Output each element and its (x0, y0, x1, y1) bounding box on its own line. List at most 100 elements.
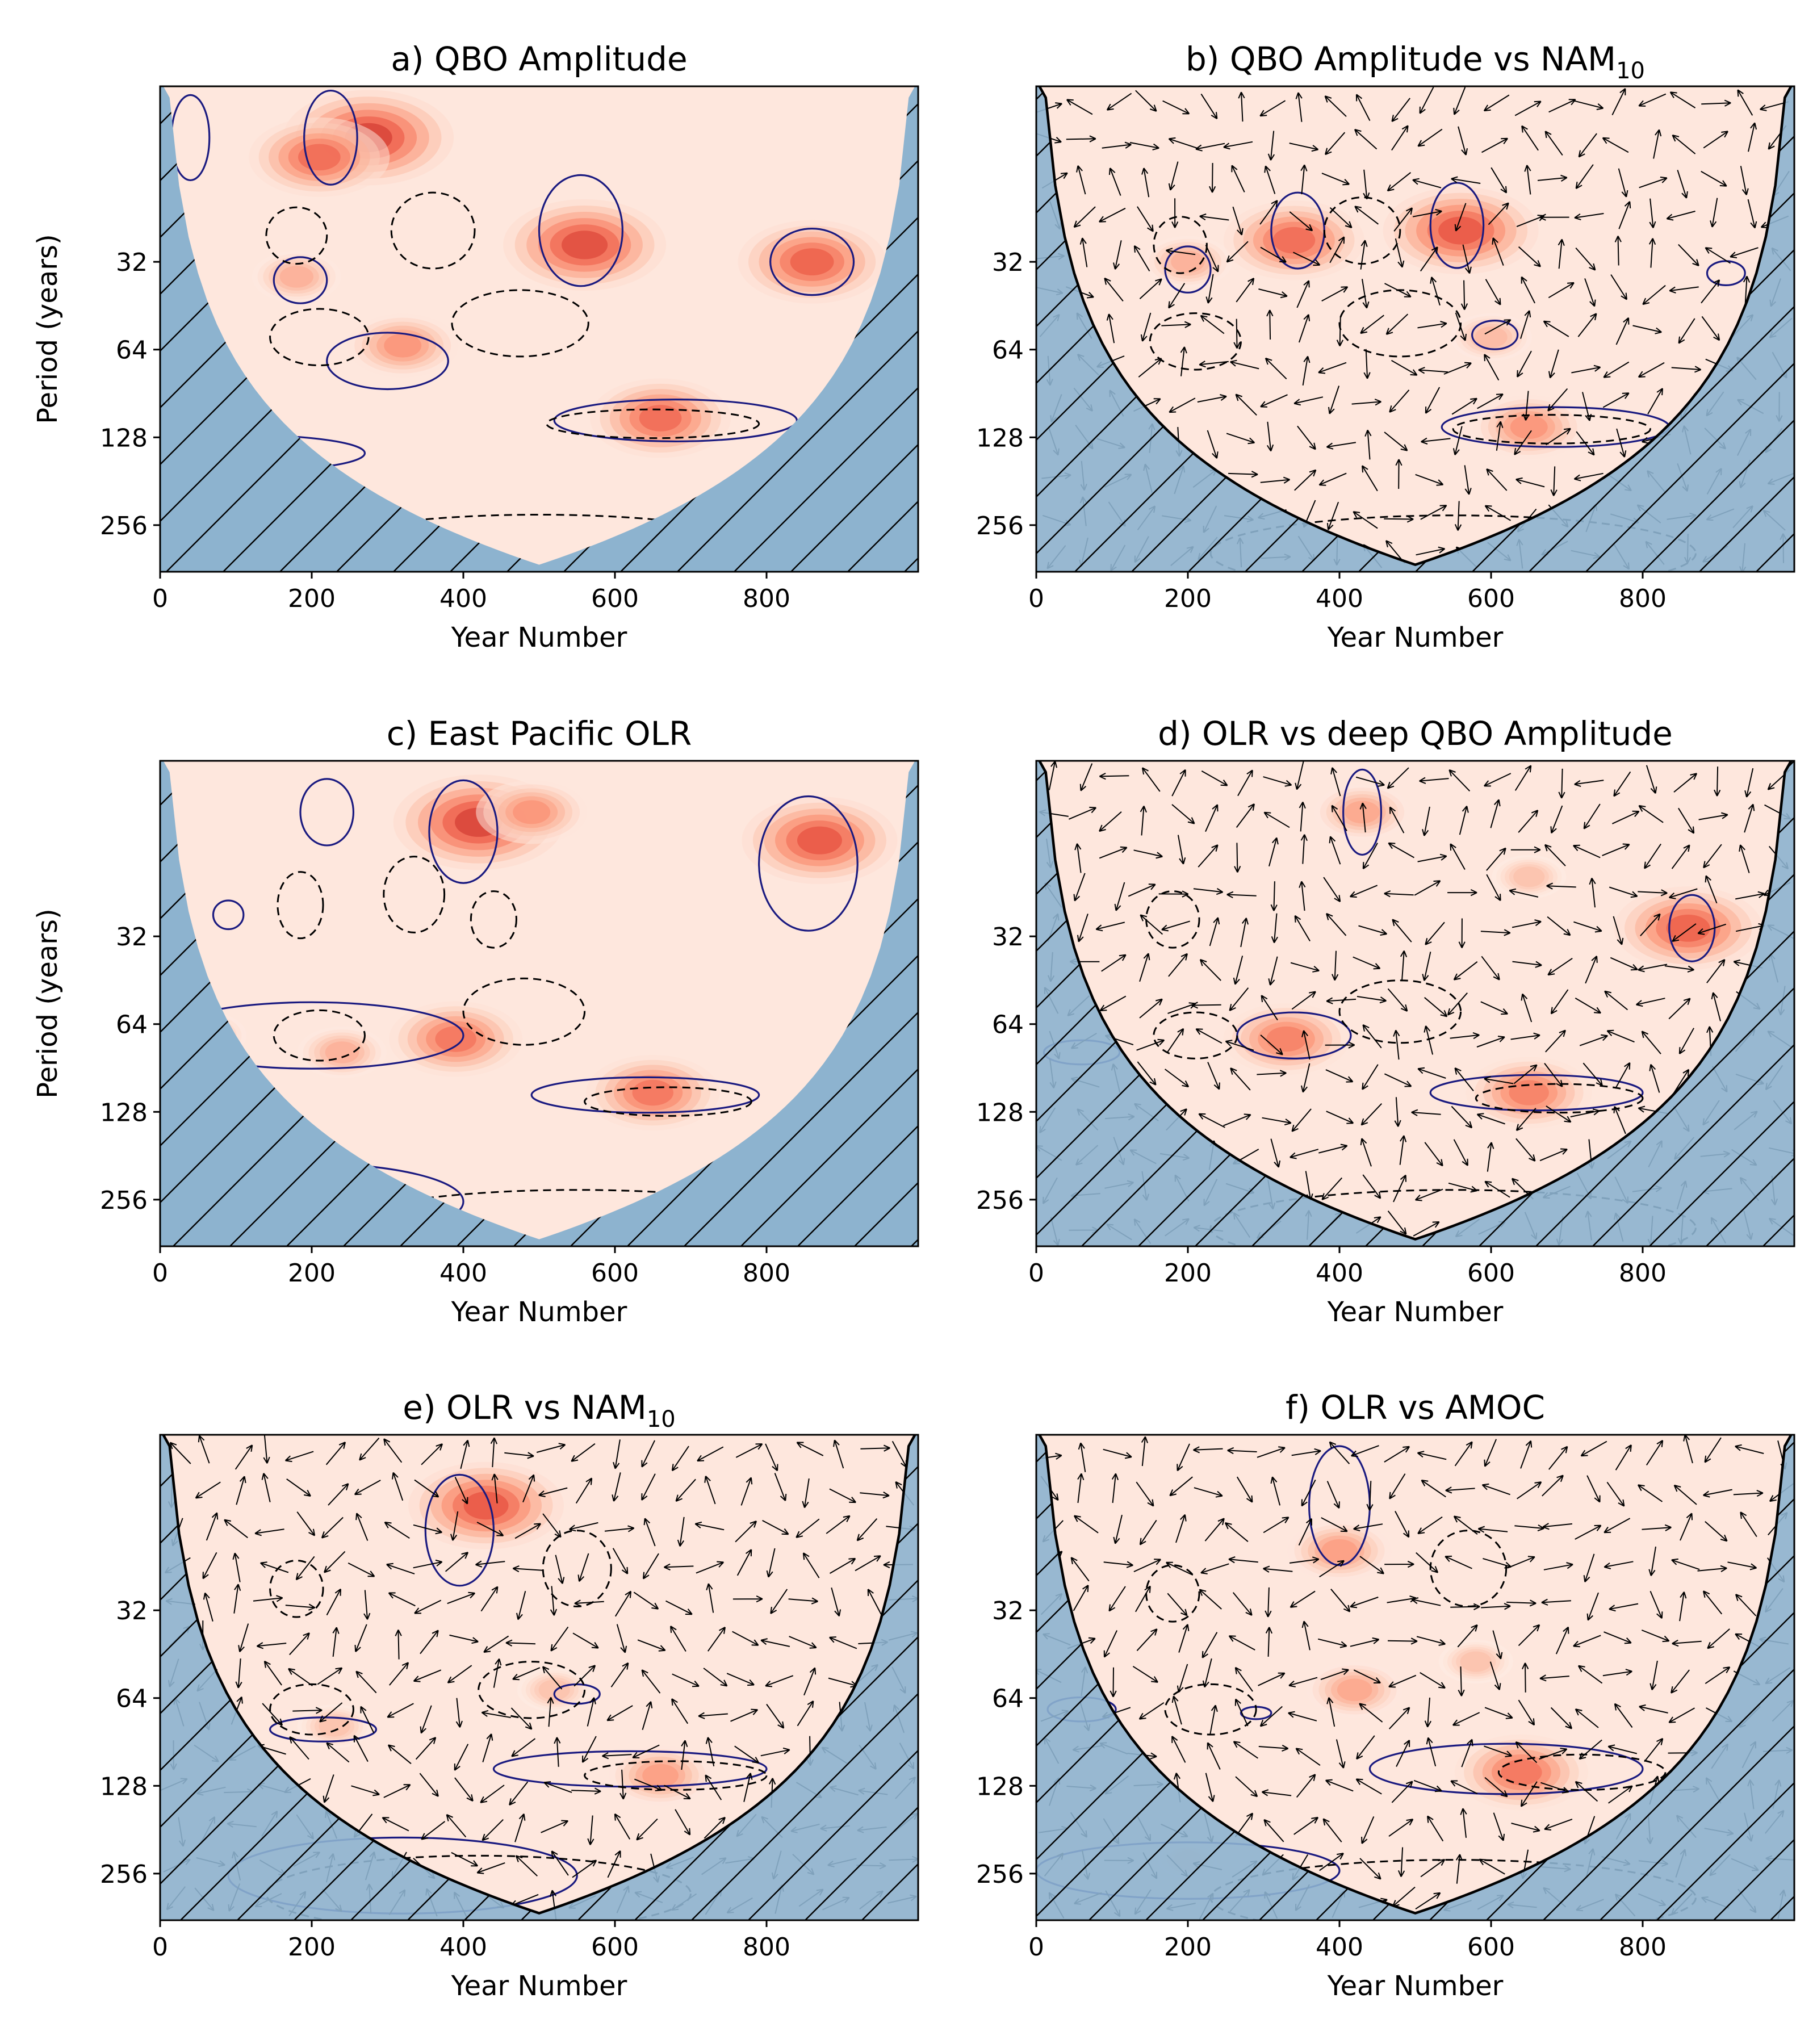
phase-arrow (641, 1669, 661, 1694)
phase-arrow (1259, 1706, 1283, 1727)
phase-arrow (1240, 918, 1249, 948)
dashed-contour (546, 408, 760, 439)
phase-arrow (1263, 1517, 1290, 1534)
phase-arrow (1387, 1211, 1407, 1235)
phase-arrow (1541, 1598, 1571, 1606)
phase-arrow (514, 1813, 526, 1842)
significance-contour (299, 778, 355, 847)
phase-arrow (1580, 1440, 1607, 1457)
phase-arrow (1266, 309, 1274, 340)
phase-arrow (1575, 1708, 1599, 1728)
phase-arrow (1673, 1484, 1697, 1505)
phase-arrow (1099, 995, 1127, 1011)
phase-arrow (1236, 278, 1255, 303)
phase-arrow (1321, 286, 1349, 301)
significance-contour (303, 89, 358, 186)
phase-arrow (1291, 1448, 1321, 1456)
phase-arrow (1136, 1038, 1165, 1051)
phase-arrow (1649, 198, 1656, 228)
dashed-contour (451, 289, 589, 358)
phase-arrow (1208, 162, 1216, 193)
phase-arrow (1678, 807, 1695, 834)
phase-arrow (704, 1475, 716, 1505)
phase-arrow (1524, 165, 1531, 195)
phase-arrow (1522, 391, 1530, 421)
phase-arrow (256, 1642, 287, 1649)
phase-arrow (571, 1787, 601, 1795)
phase-arrow (1200, 93, 1218, 119)
phase-arrow (1548, 349, 1559, 379)
phase-arrow (1416, 546, 1446, 556)
phase-arrow (1425, 387, 1441, 414)
phase-arrow (1354, 206, 1379, 225)
phase-arrow (1666, 211, 1695, 221)
phase-arrow (642, 1701, 653, 1730)
phase-arrow (740, 1477, 753, 1506)
phase-arrow (1671, 366, 1702, 373)
phase-arrow (1422, 806, 1430, 836)
phase-arrow (1288, 1677, 1318, 1687)
phase-arrow (1604, 1631, 1632, 1644)
phase-arrow (1209, 917, 1220, 946)
phase-arrow (1193, 888, 1224, 895)
phase-arrow (1079, 237, 1088, 267)
phase-arrow (1298, 314, 1311, 343)
power-hotspot (1475, 326, 1508, 348)
phase-arrow (475, 1560, 505, 1568)
phase-arrow (1265, 1587, 1272, 1618)
phase-arrow (1113, 1514, 1123, 1544)
dashed-contour (269, 1683, 354, 1736)
phase-arrow (1353, 956, 1381, 970)
phase-arrow (1329, 1441, 1350, 1464)
phase-arrow (1362, 843, 1378, 870)
phase-arrow (1361, 1816, 1375, 1844)
phase-arrow (1705, 1666, 1731, 1685)
phase-arrow (1324, 95, 1347, 117)
phase-arrow (1349, 885, 1378, 898)
dashed-contour (1164, 1683, 1257, 1736)
y-tick-label: 128 (100, 1098, 148, 1127)
phase-arrow (1637, 1484, 1663, 1502)
phase-arrow (522, 1474, 535, 1503)
phase-arrow (1171, 769, 1186, 797)
phase-arrow (1577, 1665, 1603, 1684)
phase-arrow (770, 1589, 788, 1614)
phase-arrow (1207, 1062, 1220, 1090)
phase-arrow (328, 1483, 349, 1506)
phase-arrow (1447, 992, 1468, 1016)
phase-arrow (1350, 1637, 1380, 1647)
phase-arrow (1321, 1177, 1343, 1200)
phase-arrow (1638, 362, 1665, 378)
x-tick-label: 200 (288, 1259, 336, 1288)
phase-arrow (1669, 286, 1699, 294)
phase-arrow (536, 1443, 566, 1453)
phase-arrow (1451, 176, 1481, 184)
phase-arrow (765, 1675, 794, 1687)
axes-frame (1035, 85, 1795, 573)
y-tick-label: 64 (992, 336, 1024, 365)
phase-arrow (664, 1563, 694, 1571)
phase-arrow (1171, 804, 1195, 824)
phase-arrow (1415, 474, 1444, 486)
phase-arrow (1646, 765, 1657, 794)
phase-arrow (1325, 1069, 1354, 1083)
phase-arrow (1385, 313, 1409, 335)
phase-arrow (1227, 1447, 1257, 1455)
phase-arrow (735, 1521, 757, 1543)
phase-arrow (1137, 1061, 1157, 1086)
phase-arrow (1586, 1592, 1599, 1621)
phase-arrow (1360, 1103, 1383, 1126)
phase-arrow (1507, 1556, 1535, 1569)
phase-arrow (1262, 1117, 1292, 1126)
phase-arrow (637, 1639, 666, 1652)
phase-arrow (641, 1440, 655, 1468)
phase-arrow (1484, 354, 1500, 381)
phase-arrow (796, 1442, 824, 1456)
phase-arrow (1602, 843, 1630, 856)
phase-arrow (1223, 141, 1253, 150)
phase-arrow (263, 1435, 270, 1464)
phase-arrow (550, 1586, 558, 1616)
phase-arrow (1477, 393, 1504, 409)
phase-arrow (1191, 1002, 1221, 1009)
phase-arrow (1443, 362, 1472, 375)
